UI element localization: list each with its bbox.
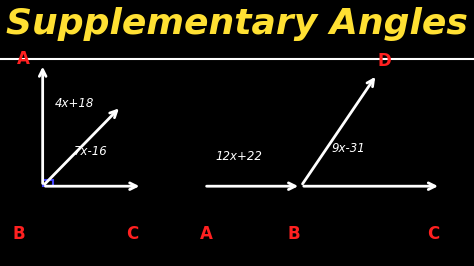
Text: 9x-31: 9x-31 (332, 143, 365, 155)
Text: B: B (288, 225, 300, 243)
Text: Supplementary Angles: Supplementary Angles (6, 7, 468, 41)
Text: B: B (13, 225, 25, 243)
Text: 12x+22: 12x+22 (216, 151, 263, 163)
Text: D: D (377, 52, 391, 70)
Text: 7x-16: 7x-16 (73, 145, 107, 158)
Text: C: C (428, 225, 440, 243)
Text: A: A (17, 49, 30, 68)
Bar (43, 180, 53, 186)
Text: C: C (127, 225, 139, 243)
Text: A: A (200, 225, 213, 243)
Text: 4x+18: 4x+18 (55, 97, 94, 110)
